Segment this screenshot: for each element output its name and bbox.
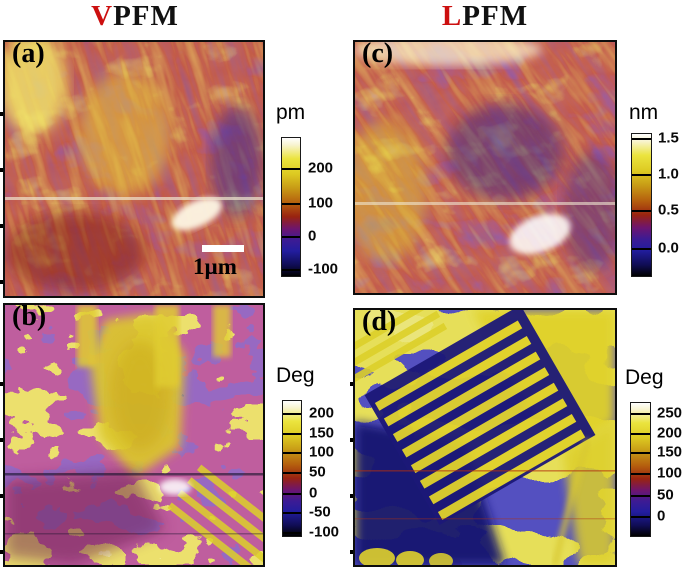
pfm-image-d xyxy=(355,310,615,565)
panel-label-c: (c) xyxy=(362,40,394,69)
panel-c: (c) xyxy=(353,40,617,295)
colorbar-tick-label: -100 xyxy=(308,260,339,278)
colorbar-tick-label: 200 xyxy=(309,404,335,422)
colorbar-tick-label: 0 xyxy=(308,227,317,245)
colorbar-tick-label: 100 xyxy=(309,443,335,461)
colorbar-unit-deg-b: Deg xyxy=(276,364,315,387)
axis-ticks-left-d xyxy=(350,330,353,560)
colorbar-tick-line xyxy=(282,269,300,272)
colorbar-tick-line xyxy=(283,472,301,474)
title-rest-pfm: PFM xyxy=(113,0,179,32)
pfm-image-c xyxy=(355,42,615,293)
panel-label-b: (b) xyxy=(12,303,47,332)
colorbar-tick-label: 100 xyxy=(308,194,334,212)
column-title-vpfm: VPFM xyxy=(30,0,240,36)
colorbar-tick-label: 0.0 xyxy=(658,239,679,257)
panel-b: (b) xyxy=(3,303,265,567)
colorbar-tick-line xyxy=(282,168,300,171)
pfm-image-b xyxy=(5,305,263,565)
panel-d: (d) xyxy=(353,308,617,567)
colorbar-tick-line xyxy=(283,452,301,455)
colorbar-tick-label: -100 xyxy=(309,523,340,541)
colorbar-tick-label: 1.5 xyxy=(658,129,679,147)
colorbar-tick-line xyxy=(631,516,650,519)
colorbar-tick-line xyxy=(283,492,301,495)
colorbar-tick-line xyxy=(632,247,651,250)
colorbar-tick-line xyxy=(283,412,301,415)
colorbar-tick-line xyxy=(631,494,650,497)
colorbar-tick-label: 150 xyxy=(309,424,335,442)
scale-bar xyxy=(202,245,244,252)
colorbar-tick-line xyxy=(282,202,300,205)
colorbar-deg-b: 200 150 100 50 0 -50 -100 xyxy=(282,400,339,541)
colorbar-tick-line xyxy=(632,174,651,177)
colorbar-unit-deg-d: Deg xyxy=(625,366,664,389)
axis-ticks-left-b xyxy=(0,330,3,560)
colorbar-tick-label: 50 xyxy=(657,486,674,504)
colorbar-tick-line xyxy=(283,512,301,515)
colorbar-tick-label: 200 xyxy=(308,159,334,177)
colorbar-deg-d: 250 200 150 100 50 0 xyxy=(630,402,682,537)
colorbar-tick-label: 0 xyxy=(657,507,666,525)
colorbar-nm: 1.5 1.0 0.5 0.0 xyxy=(631,130,679,277)
colorbar-tick-line xyxy=(283,532,301,535)
colorbar-tick-label: 0 xyxy=(309,484,318,502)
colorbar-tick-label: 150 xyxy=(657,443,683,461)
pfm-image-a xyxy=(5,42,263,296)
column-title-lpfm: LPFM xyxy=(380,0,590,36)
title-letter-v: V xyxy=(91,0,114,32)
colorbar-tick-label: 0.5 xyxy=(658,201,679,219)
scale-bar-label: 1µm xyxy=(193,254,237,279)
colorbar-tick-line xyxy=(631,472,650,475)
colorbar-tick-line xyxy=(631,432,650,435)
colorbar-tick-line xyxy=(632,138,651,141)
colorbar-unit-nm: nm xyxy=(629,101,659,124)
colorbar-tick-label: 100 xyxy=(657,464,683,482)
colorbar-tick-label: -50 xyxy=(309,503,331,521)
panel-label-d: (d) xyxy=(362,308,397,337)
title-rest-pfm: PFM xyxy=(462,0,529,32)
colorbar-tick-line xyxy=(631,412,650,415)
colorbar-tick-label: 50 xyxy=(309,463,326,481)
colorbar-tick-label: 250 xyxy=(657,404,683,422)
colorbar-tick-line xyxy=(283,432,301,435)
colorbar-pm: 200 100 0 -100 xyxy=(281,137,338,278)
colorbar-unit-pm: pm xyxy=(276,101,306,124)
panel-label-a: (a) xyxy=(12,40,45,69)
colorbar-tick-line xyxy=(631,452,650,455)
colorbar-tick-line xyxy=(632,209,651,212)
axis-ticks-left-a xyxy=(0,60,3,290)
colorbar-tick-line xyxy=(282,235,300,238)
colorbar-tick-label: 200 xyxy=(657,424,683,442)
colorbar-tick-label: 1.0 xyxy=(658,165,679,183)
title-letter-l: L xyxy=(441,0,463,32)
panel-a: (a) 1µm xyxy=(3,40,265,298)
